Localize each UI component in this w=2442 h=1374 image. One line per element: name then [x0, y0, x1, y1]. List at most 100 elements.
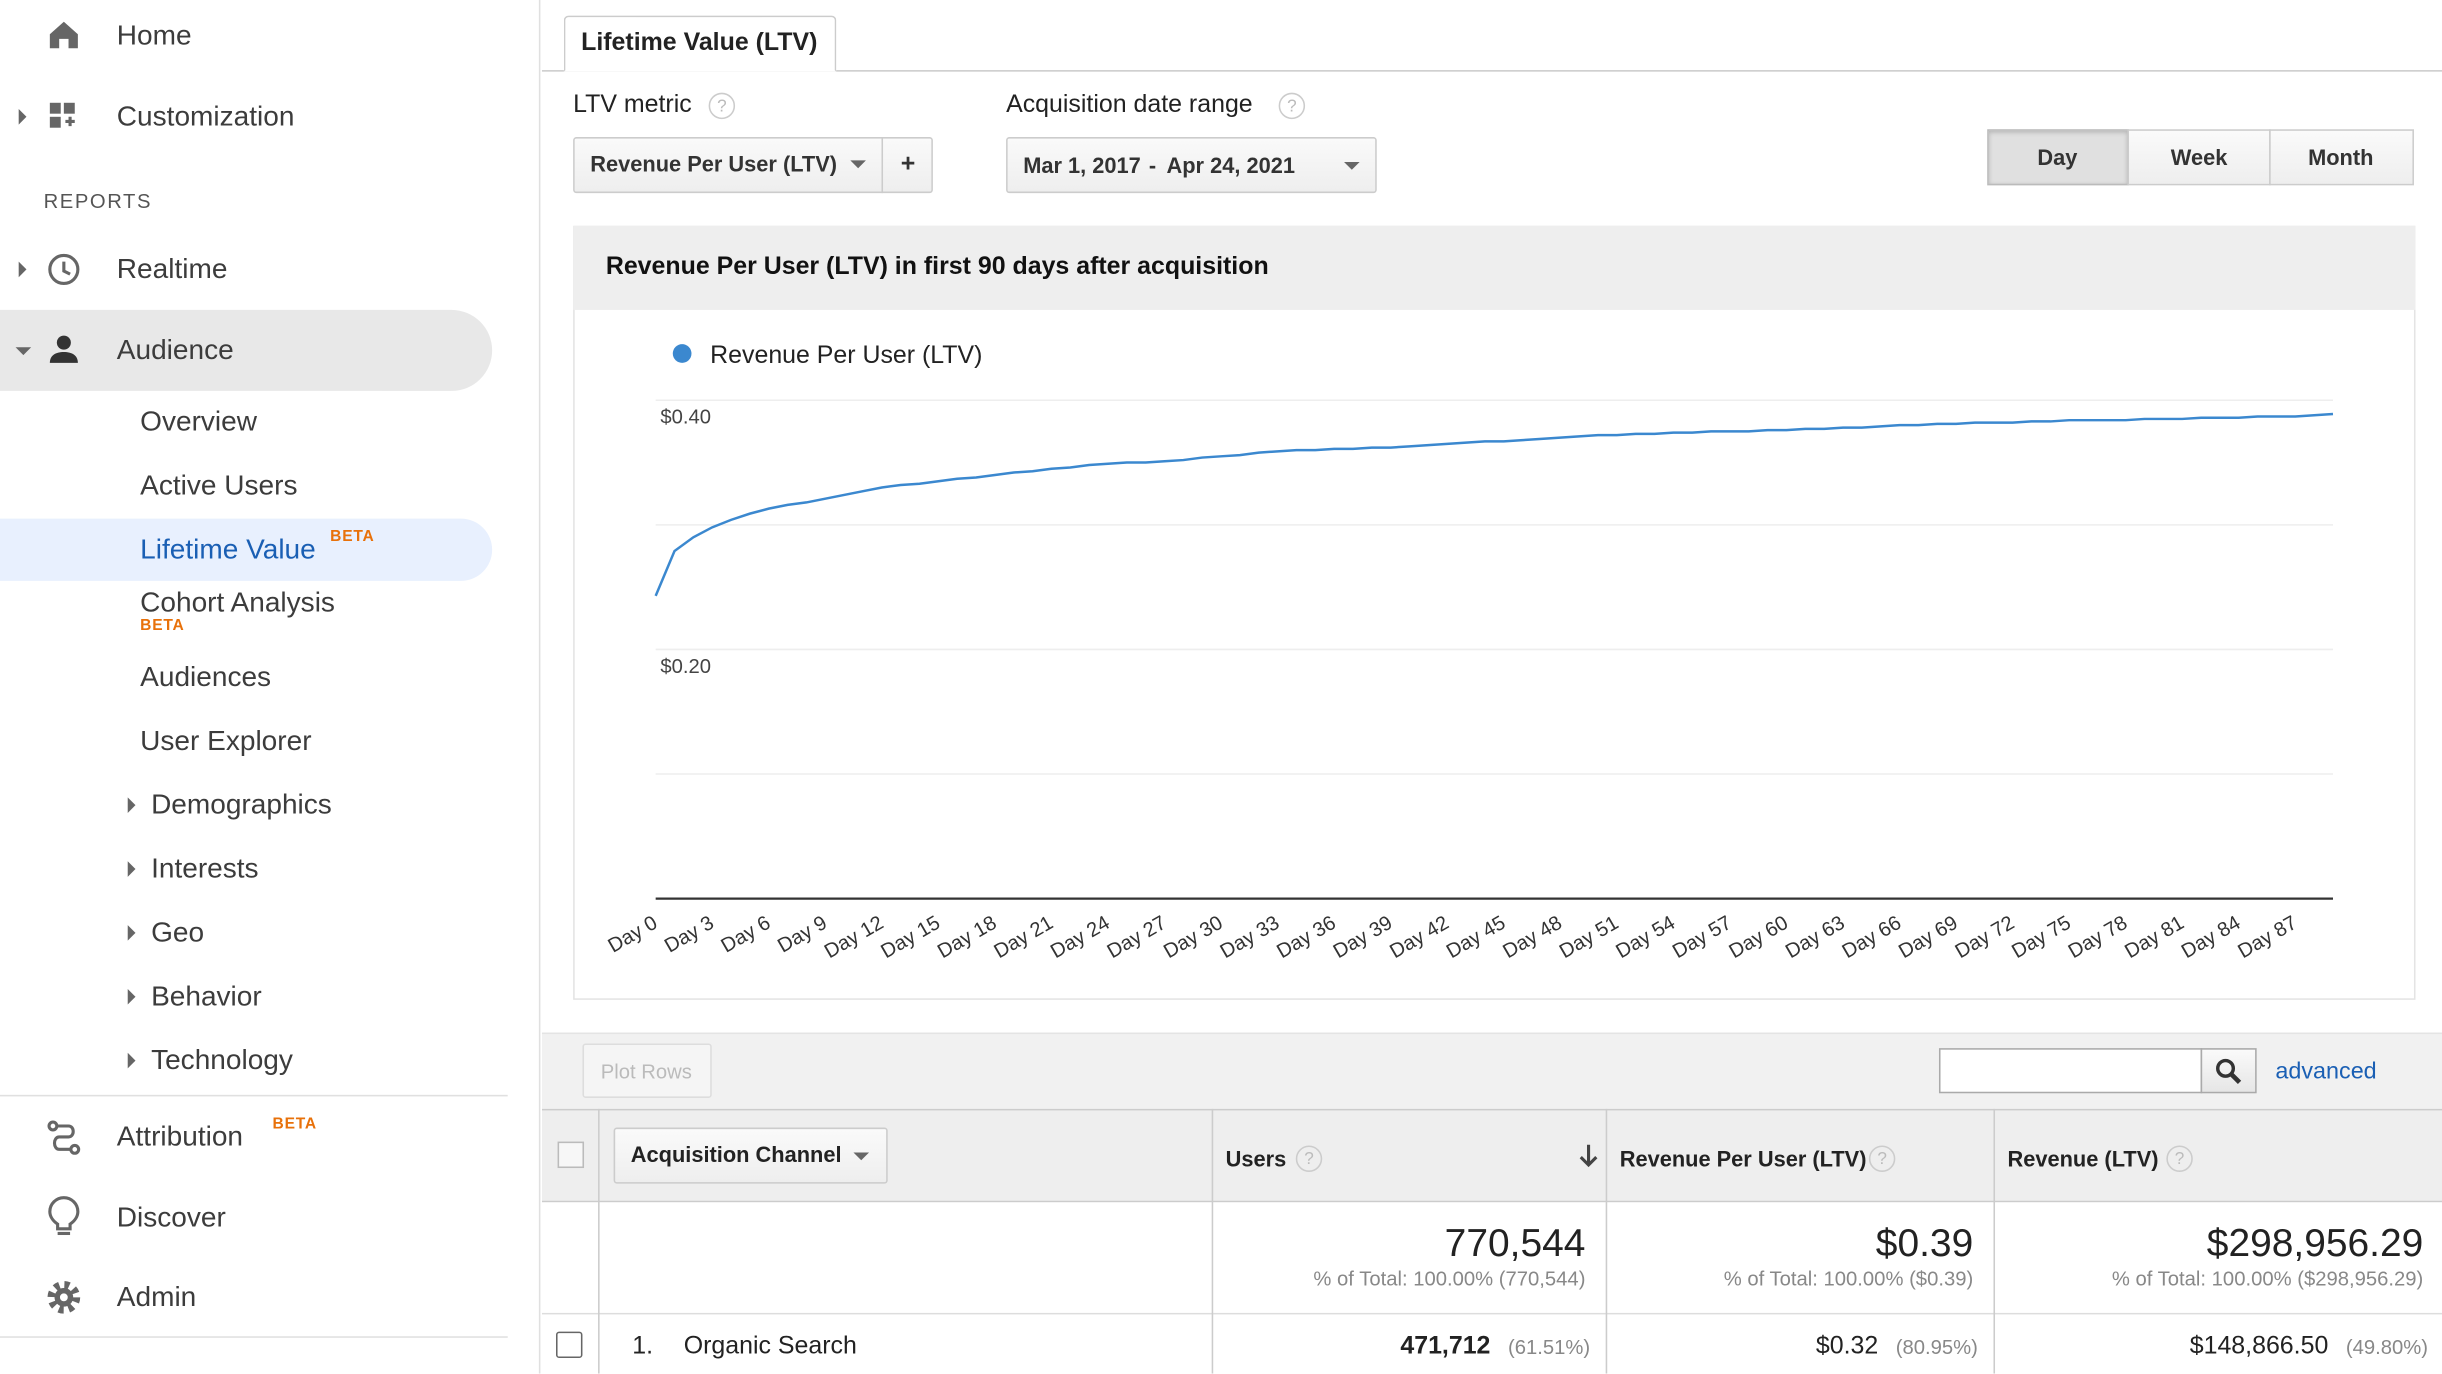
nav-subitem[interactable]: Audiences	[140, 661, 272, 693]
nav-item[interactable]: Realtime	[116, 253, 228, 285]
separator	[0, 1094, 508, 1097]
column-header[interactable]: Revenue Per User (LTV)	[1619, 1146, 1867, 1172]
toggle-month[interactable]	[2269, 129, 2414, 186]
help-icon[interactable]: ?	[2166, 1145, 2193, 1172]
x-tick-label: Day 24	[1047, 912, 1114, 963]
expand-caret	[127, 797, 136, 813]
data-row	[541, 1314, 2442, 1374]
nav-subitem[interactable]: Technology	[151, 1044, 293, 1076]
x-tick-label: Day 18	[934, 912, 1001, 963]
dropdown[interactable]	[573, 137, 933, 194]
x-tick-label: Day 72	[1952, 912, 2019, 963]
x-tick-label: Day 30	[1160, 912, 1227, 963]
y-tick-label: $0.40	[660, 407, 711, 429]
col-border	[1211, 1108, 1214, 1374]
tab[interactable]	[563, 15, 837, 72]
totals-row	[541, 1202, 2442, 1315]
attribution-icon	[47, 1120, 81, 1155]
column-header[interactable]: Revenue (LTV)	[2007, 1146, 2159, 1172]
x-tick-label: Day 84	[2178, 912, 2245, 963]
nav-subitem[interactable]: Lifetime Value	[140, 533, 316, 565]
control-label: Acquisition date range	[1006, 91, 1253, 119]
total-note: % of Total: 100.00% ($298,956.29)	[2111, 1266, 2424, 1291]
expand-caret	[18, 261, 27, 278]
customization-icon	[49, 102, 75, 128]
search-input[interactable]	[1938, 1048, 2203, 1094]
x-tick-label: Day 27	[1104, 912, 1171, 963]
help-icon[interactable]: ?	[1278, 92, 1306, 120]
total-value: 770,544	[1444, 1221, 1586, 1266]
collapse-caret	[15, 347, 32, 356]
column-header[interactable]: Users	[1225, 1146, 1287, 1172]
nav-item[interactable]: Admin	[116, 1280, 197, 1313]
toggle-label: Week	[2170, 144, 2228, 170]
row-checkbox[interactable]	[555, 1331, 583, 1359]
help-icon[interactable]: ?	[708, 92, 736, 120]
nav-subitem[interactable]: Demographics	[151, 788, 332, 820]
search-button[interactable]	[2200, 1048, 2257, 1094]
x-tick-label: Day 6	[718, 912, 775, 957]
nav-item[interactable]: Attribution	[116, 1120, 244, 1152]
toggle-day[interactable]	[1987, 129, 2129, 186]
toggle-label: Day	[2037, 144, 2078, 170]
dropdown-arrow	[1344, 161, 1360, 170]
help-icon[interactable]: ?	[1295, 1145, 1323, 1172]
select-all-checkbox[interactable]	[557, 1141, 585, 1169]
total-value: $298,956.29	[2206, 1221, 2424, 1266]
x-tick-label: Day 75	[2008, 912, 2075, 963]
realtime-icon	[48, 253, 80, 286]
x-tick-label: Day 15	[877, 912, 944, 963]
total-note: % of Total: 100.00% ($0.39)	[1723, 1266, 1974, 1291]
x-tick-label: Day 63	[1782, 912, 1849, 963]
dimension-label: Acquisition Channel	[630, 1141, 842, 1167]
sort-arrow[interactable]	[1576, 1142, 1601, 1170]
x-tick-label: Day 21	[991, 912, 1058, 963]
date-start: Mar 1, 2017	[1023, 152, 1141, 178]
nav-subitem[interactable]: Geo	[151, 916, 205, 948]
nav-item[interactable]: Audience	[116, 334, 234, 366]
x-tick-label: Day 81	[2121, 912, 2188, 963]
section-heading: REPORTS	[43, 189, 153, 213]
expand-caret	[127, 925, 136, 941]
date-picker[interactable]	[1006, 137, 1377, 194]
help-icon[interactable]: ?	[1868, 1145, 1896, 1172]
x-tick-label: Day 12	[821, 912, 888, 963]
dropdown-arrow	[853, 1152, 870, 1161]
x-tick-label: Day 42	[1386, 912, 1453, 963]
date-end: Apr 24, 2021	[1166, 152, 1295, 178]
nav-subitem[interactable]: Behavior	[151, 980, 262, 1012]
dimension-dropdown[interactable]	[613, 1127, 888, 1184]
plot-rows-label: Plot Rows	[600, 1059, 692, 1084]
nav-item[interactable]: Customization	[116, 100, 295, 132]
toggle-week[interactable]	[2127, 129, 2271, 186]
nav-subitem[interactable]: User Explorer	[140, 724, 312, 757]
row-name[interactable]: Organic Search	[683, 1333, 857, 1360]
nav-subitem[interactable]: Cohort Analysis	[140, 586, 335, 618]
nav-subitem[interactable]: Overview	[140, 405, 257, 437]
advanced-link[interactable]: advanced	[2275, 1058, 2377, 1085]
beta-badge: BETA	[330, 528, 375, 546]
cell-value: 471,712	[1400, 1333, 1491, 1360]
sidebar	[0, 0, 541, 1374]
tab-label: Lifetime Value (LTV)	[581, 29, 818, 57]
nav-subitem[interactable]: Interests	[151, 852, 259, 884]
add-button[interactable]: +	[900, 151, 916, 178]
x-tick-label: Day 48	[1499, 912, 1566, 963]
beta-badge: BETA	[272, 1115, 317, 1134]
audience-icon	[49, 335, 78, 363]
x-tick-label: Day 33	[1217, 912, 1284, 963]
nav-item[interactable]: Discover	[116, 1201, 226, 1233]
legend-label: Revenue Per User (LTV)	[710, 341, 982, 369]
separator	[0, 1336, 508, 1338]
toggle-label: Month	[2308, 144, 2374, 170]
total-note: % of Total: 100.00% (770,544)	[1313, 1266, 1586, 1291]
expand-caret	[127, 861, 136, 877]
date-separator: -	[1148, 152, 1157, 178]
cell-pct: (80.95%)	[1895, 1335, 1978, 1359]
row-index: 1.	[632, 1333, 654, 1360]
plot-rows-button[interactable]	[582, 1043, 712, 1098]
nav-item[interactable]: Home	[116, 19, 192, 51]
nav-subitem[interactable]: Active Users	[140, 469, 298, 501]
cell-pct: (49.80%)	[2345, 1335, 2428, 1359]
